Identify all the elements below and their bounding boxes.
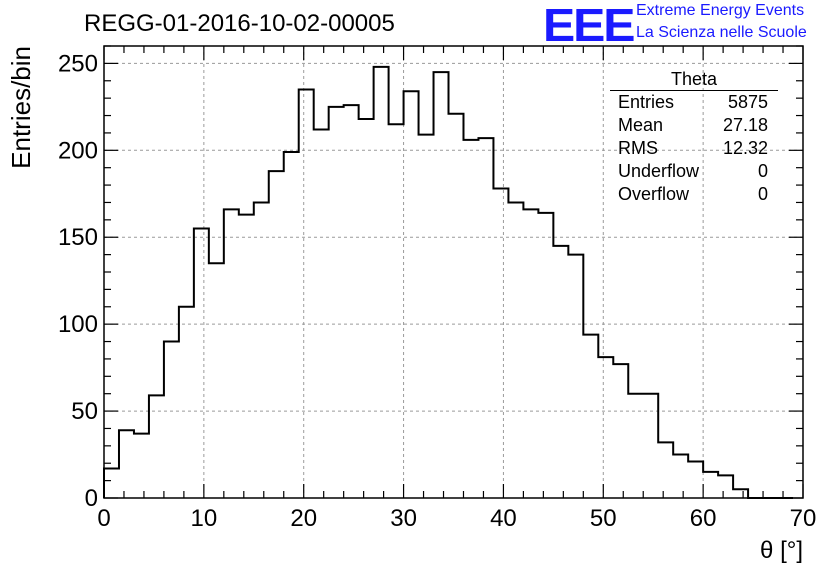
y-tick-label: 250: [58, 50, 98, 77]
stats-row: Overflow 0: [610, 183, 778, 206]
x-tick-label: 20: [290, 505, 317, 532]
stats-label: Entries: [618, 92, 675, 112]
x-tick-labels: 0 10 20 30 40 50 60 70: [97, 505, 816, 532]
axis-ticks: [103, 45, 804, 499]
stats-box: Theta Entries 5875 Mean 27.18 RMS 12.32 Underf…: [610, 68, 778, 206]
stats-row: RMS 12.32: [610, 137, 778, 160]
stats-row: Entries 5875: [610, 91, 778, 114]
stats-label: RMS: [618, 138, 658, 158]
y-tick-label: 0: [85, 485, 98, 512]
histogram-step-line: [103, 65, 794, 499]
stats-value: 0: [757, 184, 768, 204]
logo-line-2: La Scienza nelle Scuole: [636, 24, 807, 41]
y-tick-labels: 0 50 100 150 200 250: [58, 50, 98, 512]
y-tick-label: 150: [58, 224, 98, 251]
y-tick-label: 200: [58, 137, 98, 164]
stats-value: 27.18: [722, 115, 768, 135]
stats-row: Underflow 0: [610, 160, 778, 183]
stats-title: Theta: [610, 68, 778, 91]
eee-logo: EEE: [543, 0, 635, 51]
x-tick-label: 30: [390, 505, 417, 532]
x-tick-label: 60: [690, 505, 717, 532]
x-tick-label: 10: [191, 505, 218, 532]
stats-label: Mean: [618, 115, 664, 135]
x-axis-label: θ [°]: [760, 537, 803, 564]
x-tick-label: 0: [97, 505, 110, 532]
stats-label: Overflow: [618, 184, 690, 204]
stats-value: 0: [757, 161, 768, 181]
stats-row: Mean 27.18: [610, 114, 778, 137]
x-tick-label: 50: [590, 505, 617, 532]
stats-value: 12.32: [722, 138, 768, 158]
y-tick-label: 100: [58, 311, 98, 338]
y-tick-label: 50: [71, 398, 98, 425]
stats-value: 5875: [727, 92, 768, 112]
chart-title: REGG-01-2016-10-02-00005: [84, 10, 395, 37]
logo-line-1: Extreme Energy Events: [636, 2, 805, 19]
grid-lines: [104, 46, 803, 498]
x-tick-label: 40: [490, 505, 517, 532]
stats-label: Underflow: [618, 161, 700, 181]
x-tick-label: 70: [790, 505, 817, 532]
y-axis-label: Entries/bin: [6, 46, 36, 169]
